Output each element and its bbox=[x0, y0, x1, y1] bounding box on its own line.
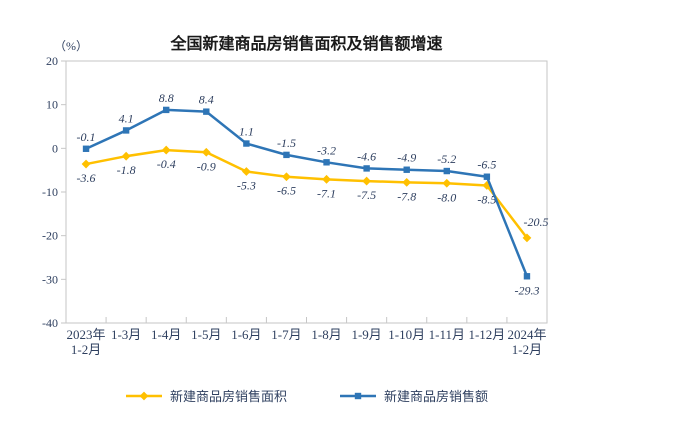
y-tick-label: -10 bbox=[42, 185, 58, 199]
data-point-label: -3.2 bbox=[317, 143, 336, 157]
series-line-square bbox=[85, 108, 529, 277]
data-point-label: -8.5 bbox=[477, 192, 496, 206]
x-axis-label: 1-9月 bbox=[351, 327, 381, 342]
legend: 新建商品房销售面积 新建商品房销售额 bbox=[0, 386, 613, 405]
data-marker-square bbox=[523, 273, 531, 280]
x-axis-label: 1-6月 bbox=[231, 327, 261, 342]
x-axis-label: 1-5月 bbox=[191, 327, 221, 342]
y-tick-label: -30 bbox=[42, 272, 58, 286]
data-marker-diamond bbox=[201, 147, 211, 157]
legend-label-sales-value: 新建商品房销售额 bbox=[384, 389, 489, 404]
legend-line-square-icon bbox=[340, 392, 376, 399]
x-axis-label: 1-7月 bbox=[271, 327, 301, 342]
y-tick-label: 20 bbox=[46, 54, 58, 68]
data-marker-diamond bbox=[362, 176, 372, 186]
y-tick-label: -40 bbox=[42, 316, 58, 330]
data-marker-diamond bbox=[482, 181, 492, 190]
data-point-label: -0.1 bbox=[77, 130, 96, 144]
data-point-label: -0.4 bbox=[157, 157, 176, 171]
data-point-label: -7.8 bbox=[397, 189, 416, 203]
legend-line-diamond-icon bbox=[125, 391, 162, 400]
data-marker-square bbox=[122, 127, 130, 134]
data-point-label: -29.3 bbox=[514, 283, 539, 297]
legend-marker-diamond bbox=[139, 391, 149, 400]
data-marker-square bbox=[82, 145, 90, 152]
data-point-label: -5.2 bbox=[437, 152, 456, 166]
data-point-label: -1.5 bbox=[277, 136, 296, 150]
data-point-label: 8.4 bbox=[199, 93, 214, 107]
data-point-label: -1.8 bbox=[117, 163, 136, 177]
data-marker-diamond bbox=[442, 178, 452, 188]
y-axis-unit-label: （%） bbox=[54, 39, 88, 53]
data-marker-square bbox=[283, 151, 290, 159]
y-tick-label: -20 bbox=[42, 229, 58, 243]
data-marker-square bbox=[483, 173, 491, 180]
data-point-label: 1.1 bbox=[239, 125, 254, 139]
x-axis-label: 1-3月 bbox=[111, 327, 141, 342]
data-point-label: -7.5 bbox=[357, 188, 376, 202]
data-marker-diamond bbox=[402, 177, 412, 187]
data-point-label: -6.5 bbox=[277, 184, 296, 198]
legend-label-sales-area: 新建商品房销售面积 bbox=[169, 389, 287, 404]
data-marker-square bbox=[403, 166, 410, 173]
data-marker-square bbox=[363, 165, 370, 172]
data-point-label: -7.1 bbox=[317, 186, 336, 200]
data-point-label: -20.5 bbox=[523, 215, 548, 229]
data-marker-square bbox=[163, 106, 170, 114]
x-axis-label: 2023年 1-2月 bbox=[67, 327, 106, 357]
x-axis-label: 1-12月 bbox=[468, 327, 505, 342]
x-axis-label: 1-8月 bbox=[311, 327, 341, 342]
data-marker-diamond bbox=[322, 174, 331, 184]
plot-border bbox=[65, 60, 548, 324]
data-marker-square bbox=[323, 159, 330, 166]
x-axis-label: 1-10月 bbox=[388, 327, 425, 342]
legend-item-sales-value: 新建商品房销售额 bbox=[339, 386, 488, 405]
data-marker-diamond bbox=[282, 172, 291, 182]
x-axis-label: 2024年 1-2月 bbox=[507, 327, 546, 357]
data-point-label: 4.1 bbox=[119, 111, 134, 125]
data-point-label: -0.9 bbox=[197, 159, 216, 173]
data-marker-diamond bbox=[522, 233, 532, 243]
chart-title: 全国新建商品房销售面积及销售额增速 bbox=[170, 36, 443, 53]
data-marker-diamond bbox=[241, 167, 251, 176]
data-point-label: 8.8 bbox=[159, 91, 174, 105]
data-marker-diamond bbox=[81, 159, 91, 169]
data-marker-square bbox=[443, 167, 450, 175]
data-marker-square bbox=[243, 140, 250, 147]
legend-marker-square bbox=[354, 392, 362, 399]
data-marker-square bbox=[203, 108, 210, 115]
series-line-diamond bbox=[85, 148, 528, 239]
data-point-label: -6.5 bbox=[477, 158, 496, 172]
data-point-label: -3.6 bbox=[77, 171, 96, 185]
data-point-label: -8.0 bbox=[437, 190, 456, 204]
x-axis-label: 1-11月 bbox=[429, 327, 465, 342]
data-point-label: -4.9 bbox=[397, 151, 416, 165]
data-point-label: -4.6 bbox=[357, 149, 376, 163]
legend-item-sales-area: 新建商品房销售面积 bbox=[125, 386, 287, 405]
x-axis-label: 1-4月 bbox=[151, 327, 181, 342]
data-marker-diamond bbox=[121, 151, 131, 161]
y-tick-label: 10 bbox=[46, 98, 58, 112]
data-point-label: -5.3 bbox=[237, 178, 256, 192]
data-marker-diamond bbox=[161, 145, 171, 155]
y-tick-label: 0 bbox=[52, 141, 58, 155]
